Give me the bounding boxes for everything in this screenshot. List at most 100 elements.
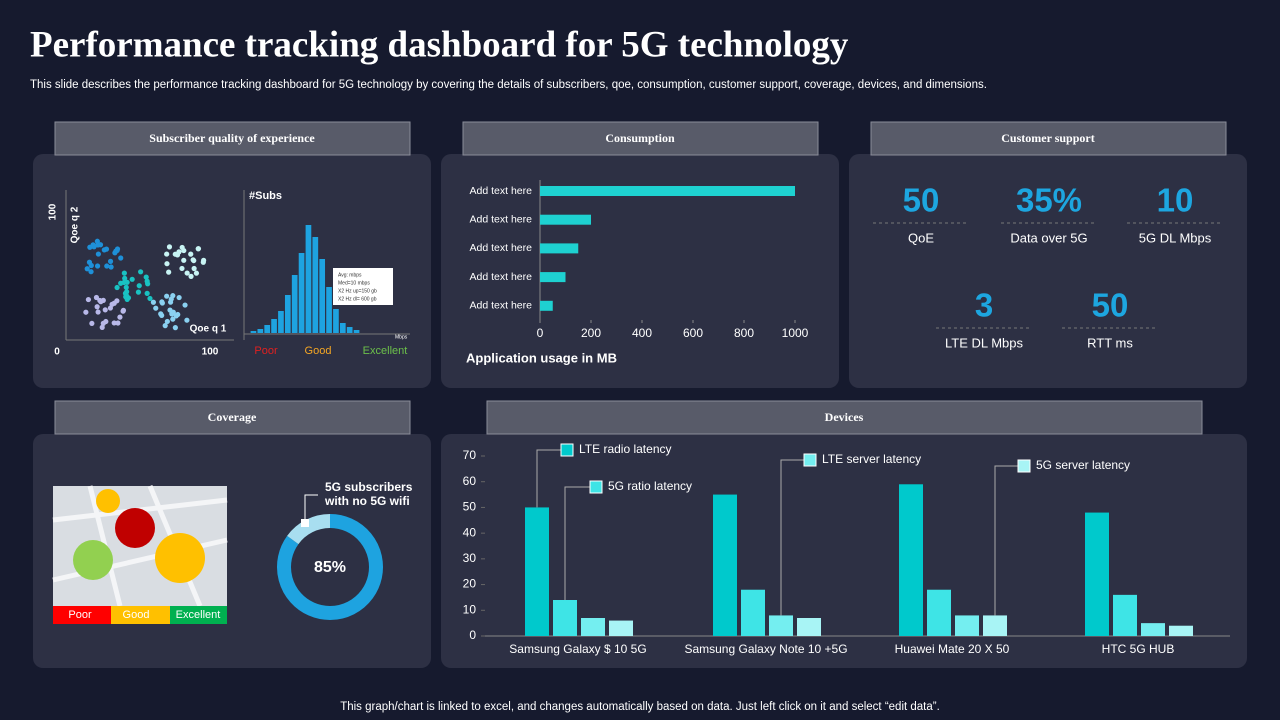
category-label: Add text here [470, 242, 533, 254]
legend-label: 5G ratio latency [608, 479, 692, 493]
scatter-dot [147, 295, 153, 302]
category-label: Add text here [470, 213, 533, 225]
scatter-dot [188, 251, 194, 257]
panel-header [462, 121, 819, 156]
subscriber-axes [65, 190, 410, 341]
scatter-dot [111, 300, 117, 306]
bar [955, 615, 979, 636]
scatter-dot [102, 307, 108, 313]
y-tick-label: 70 [463, 448, 477, 462]
donut-label: 85% [314, 559, 346, 576]
scatter-dot [89, 320, 95, 327]
x-axis-title: Application usage in MB [466, 350, 617, 365]
legend-label: Excellent [176, 609, 221, 621]
scatter-dot [122, 275, 128, 281]
x-tick-label: 600 [683, 326, 703, 340]
annotation: 5G subscribers [325, 480, 413, 494]
legend-label: Good [123, 609, 150, 621]
x-tick-label: 800 [734, 326, 754, 340]
scatter-dot [184, 270, 190, 276]
scatter-dot [138, 269, 144, 275]
stats-line: Avg: mbps [338, 272, 362, 278]
scatter-dot [144, 290, 150, 296]
donut-segment [287, 514, 331, 545]
scatter-dot [107, 305, 114, 311]
hist-bar [346, 327, 353, 333]
map-spot [155, 533, 205, 583]
scatter-dot [114, 246, 121, 252]
map-spot [73, 540, 113, 580]
hist-bar [250, 331, 257, 333]
legend-label: LTE server latency [822, 452, 921, 466]
axis-label: 100 [48, 203, 59, 220]
scatter-dot [118, 255, 124, 261]
hist-unit: Mbps [395, 334, 408, 340]
y-tick-label: 30 [463, 551, 477, 565]
scale-label: Poor [254, 345, 278, 357]
scatter-dot [94, 238, 100, 244]
scatter-dot [94, 304, 100, 310]
scatter-dot [125, 295, 132, 301]
title: Performance tracking dashboard for 5G te… [30, 24, 849, 65]
legend-label: LTE radio latency [579, 442, 672, 456]
scatter-dot [121, 270, 127, 276]
legend-swatch [53, 606, 111, 624]
bar [525, 507, 549, 636]
scatter-dot [173, 313, 179, 319]
panel-title: Customer support [1001, 131, 1094, 145]
y-tick-label: 10 [463, 602, 477, 616]
scatter-dot [94, 263, 101, 269]
x-tick-label: Samsung Galaxy Note 10 +5G [684, 642, 847, 656]
bar [1113, 594, 1137, 636]
y-tick-label: 60 [463, 474, 477, 488]
scatter-dot [179, 244, 185, 251]
hist-bar [298, 253, 305, 333]
axis-label: 0 [54, 347, 60, 358]
scatter-dot [103, 318, 109, 325]
scatter-dot [200, 259, 206, 265]
callout [536, 449, 561, 508]
hist-bar [291, 275, 298, 333]
scatter-dot [84, 266, 90, 272]
legend-swatch [560, 443, 574, 457]
scatter-dot [182, 302, 188, 308]
x-tick-label: 400 [632, 326, 652, 340]
scatter-dot [166, 244, 173, 250]
scatter-dot [191, 265, 197, 272]
scatter-dot [166, 269, 172, 275]
stats-box [333, 268, 393, 305]
coverage-map: Poor Good Excellent [52, 485, 228, 624]
hist-bar [353, 330, 360, 333]
bar [797, 618, 821, 636]
legend-swatch [170, 606, 227, 624]
hist-bar [312, 237, 319, 333]
hist-bar [319, 259, 326, 333]
scatter-dot [95, 309, 101, 315]
kpi-value: 3 [975, 287, 993, 324]
kpi-value: 10 [1157, 182, 1194, 219]
footer: This graph/chart is linked to excel, and… [340, 701, 940, 713]
hist-bar [271, 319, 277, 333]
bar [1141, 623, 1165, 636]
x-tick-label: Samsung Galaxy $ 10 5G [509, 642, 646, 656]
bar [1169, 625, 1193, 636]
callout [994, 465, 1018, 616]
map-spot [96, 489, 120, 513]
scatter-dot [95, 251, 101, 257]
scatter-dot [88, 269, 94, 275]
scatter-dot [111, 320, 117, 326]
scale-label: Excellent [363, 345, 408, 357]
y-tick-label: 20 [463, 577, 477, 591]
scatter-dot [153, 305, 159, 311]
x-tick-label: 200 [581, 326, 601, 340]
scatter-dot [91, 244, 97, 250]
scatter-dot [145, 281, 151, 287]
scatter-dot [170, 316, 176, 322]
hist-bar [278, 311, 284, 333]
panel-headers [54, 121, 1227, 435]
scatter-dot [123, 284, 129, 290]
scatter-dot [164, 261, 170, 267]
kpi-label: 5G DL Mbps [1139, 230, 1212, 245]
bar [899, 484, 923, 636]
bar [540, 214, 591, 225]
